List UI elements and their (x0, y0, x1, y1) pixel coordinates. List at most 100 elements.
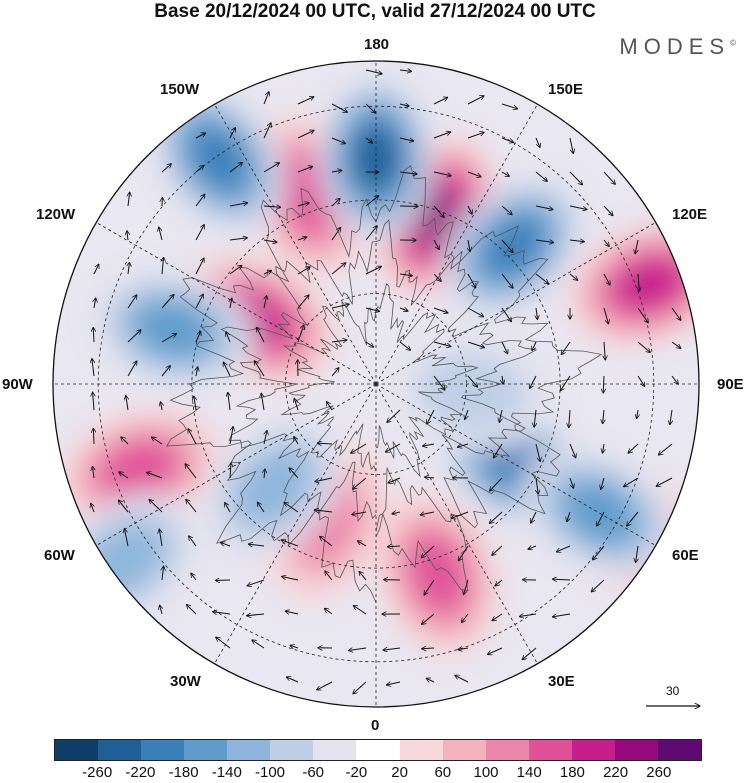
colorbar-tick-label: -100 (254, 764, 286, 781)
wind-arrow (195, 133, 206, 139)
wind-arrow (263, 431, 267, 445)
wind-arrow (489, 511, 503, 524)
wind-arrow (261, 393, 265, 411)
wind-arrow (522, 647, 537, 660)
wind-arrow (264, 296, 267, 309)
wind-arrow (195, 166, 204, 173)
wind-arrow (569, 273, 578, 280)
wind-arrow (331, 170, 342, 172)
wind-arrow (552, 613, 571, 617)
wind-arrow (569, 137, 573, 154)
wind-arrow (365, 103, 376, 113)
colorbar-segment (571, 740, 615, 760)
wind-arrow (569, 240, 584, 242)
wind-arrow (324, 608, 333, 615)
wind-arrow (160, 605, 162, 615)
wind-arrow (331, 103, 347, 112)
wind-arrow (467, 375, 478, 387)
wind-arrow (297, 237, 307, 240)
wind-arrow (365, 226, 377, 241)
wind-arrow (263, 271, 272, 274)
wind-arrow (627, 511, 639, 526)
latitude-circle (285, 293, 467, 475)
wind-arrow (365, 196, 379, 207)
wind-arrow (467, 132, 484, 139)
wind-arrow (635, 239, 639, 254)
wind-arrow (422, 648, 435, 649)
wind-arrow (213, 612, 231, 614)
wind-arrow (387, 681, 401, 685)
wind-arrow (601, 477, 605, 489)
wind-arrow (263, 206, 281, 207)
wind-arrow (297, 267, 310, 275)
wind-arrow (93, 466, 95, 479)
wind-arrow (195, 194, 205, 207)
wind-arrow (263, 163, 279, 173)
wind-arrow (597, 511, 605, 526)
wind-arrow (127, 330, 141, 343)
wind-arrow (358, 541, 367, 547)
lon-label-30e: 30E (548, 673, 575, 690)
wind-arrow (501, 273, 513, 288)
colorbar-segment (227, 740, 271, 760)
lon-label-90w: 90W (2, 376, 33, 393)
wind-arrow (422, 613, 435, 624)
anomaly-contour (136, 302, 210, 357)
wind-arrow (468, 239, 470, 252)
wind-arrow (365, 137, 373, 143)
wind-arrow (535, 240, 554, 243)
wind-arrow (433, 341, 451, 347)
wind-arrow (433, 375, 445, 390)
wind-arrow (569, 205, 587, 210)
wind-arrow (383, 648, 401, 650)
wind-arrow (119, 472, 129, 479)
wind-arrow (195, 258, 204, 275)
wind-arrow (467, 96, 484, 105)
wind-arrow (628, 443, 639, 453)
wind-arrow (399, 70, 412, 71)
wind-arrow (257, 502, 265, 513)
lon-label-60e: 60E (672, 547, 699, 564)
wind-arrow (502, 375, 503, 384)
wind-arrow (285, 611, 299, 614)
colorbar-segment (270, 740, 314, 760)
colorbar-tick-label: -20 (345, 764, 368, 781)
wind-arrow (127, 295, 137, 309)
wind-arrow (427, 409, 435, 424)
wind-arrow (499, 409, 502, 422)
wind-arrow (229, 427, 233, 445)
wind-arrow (458, 545, 469, 561)
colorbar-segment (356, 740, 400, 760)
map-title: Base 20/12/2024 00 UTC, valid 27/12/2024… (154, 1, 596, 22)
anomaly-contour (103, 442, 176, 498)
wind-arrow (263, 123, 271, 139)
wind-arrow (126, 396, 128, 411)
wind-arrow (433, 171, 451, 176)
wind-arrow (535, 171, 547, 181)
wind-arrow (118, 500, 129, 513)
wind-arrow (433, 132, 451, 139)
wind-arrow (252, 640, 265, 649)
wind-arrow (229, 128, 235, 139)
wind-arrow (196, 367, 198, 377)
brand-name: MODES (619, 34, 731, 59)
colorbar-tick-label: -140 (211, 764, 242, 781)
wind-arrow (467, 341, 485, 348)
wind-arrow (457, 444, 469, 447)
wind-arrow (603, 273, 610, 285)
wind-arrow (561, 341, 571, 355)
wind-arrow (365, 341, 374, 347)
wind-arrow (399, 308, 408, 311)
wind-arrow (315, 477, 333, 482)
wind-arrow (124, 529, 129, 547)
wind-arrow (257, 328, 265, 343)
wind-arrow (161, 164, 171, 173)
wind-arrow (424, 579, 435, 595)
wind-arrow (128, 262, 130, 275)
wind-arrow (254, 361, 265, 377)
wind-arrow (194, 396, 196, 411)
wind-arrow (331, 368, 339, 377)
meridian-line (375, 383, 546, 678)
wind-arrow (331, 340, 347, 342)
wind-arrow (426, 678, 435, 682)
